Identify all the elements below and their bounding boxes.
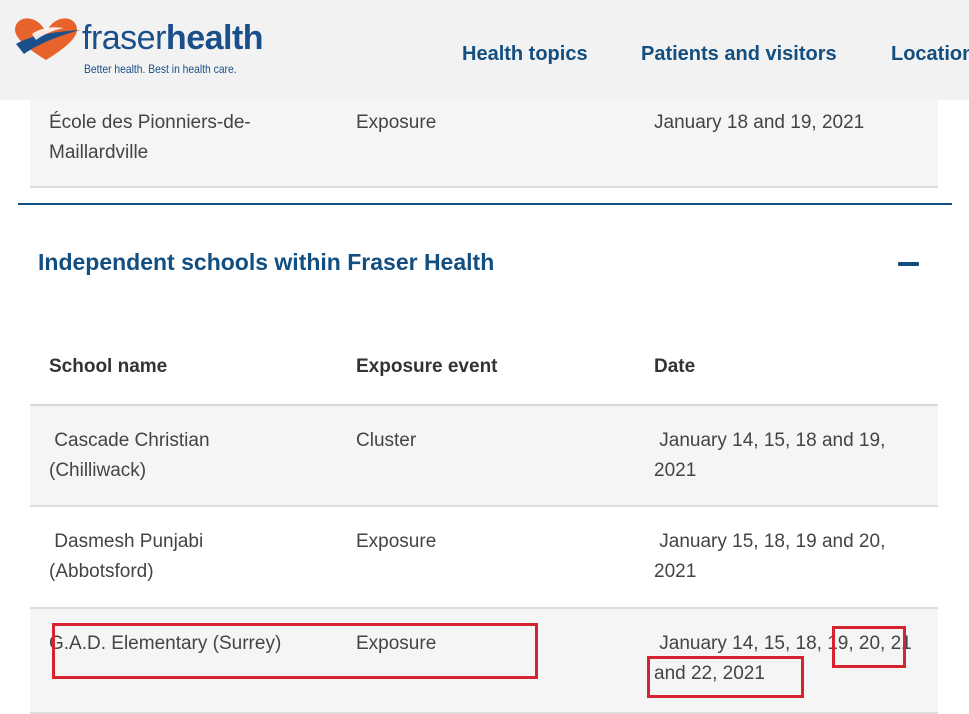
fraserhealth-logo[interactable]: fraserhealth Better health. Best in heal… [10, 12, 264, 82]
table-row: École des Pionniers-de-Maillardville Exp… [30, 100, 938, 188]
school-name-cell: G.A.D. Elementary (Surrey) [49, 633, 282, 654]
heart-logo-icon [15, 18, 80, 60]
exposure-event-cell: Exposure [356, 112, 437, 133]
school-name-cell: École des Pionniers-de-Maillardville [49, 112, 251, 163]
header-exposure-event: Exposure event [356, 356, 498, 377]
logo-word-health: health [165, 19, 264, 57]
section-divider [18, 203, 952, 205]
logo-word-fraser: fraser [82, 19, 166, 57]
logo-tagline: Better health. Best in health care. [84, 62, 237, 76]
minus-icon[interactable] [898, 262, 919, 266]
date-cell: January 18 and 19, 2021 [654, 112, 865, 133]
nav-health-topics[interactable]: Health topics [462, 43, 588, 65]
table-row: Cascade Christian (Chilliwack) Cluster J… [30, 406, 938, 507]
date-cell: January 14, 15, 18, 19, 20, 21 and 22, 2… [654, 633, 918, 684]
table-row: G.A.D. Elementary (Surrey) Exposure Janu… [30, 609, 938, 714]
nav-locations[interactable]: Locations [891, 43, 969, 65]
nav-patients-and-visitors[interactable]: Patients and visitors [641, 43, 837, 65]
table-row: Dasmesh Punjabi (Abbotsford) Exposure Ja… [30, 507, 938, 609]
header-date: Date [654, 356, 696, 377]
date-cell: January 14, 15, 18 and 19, 2021 [654, 430, 891, 481]
school-name-cell: Cascade Christian (Chilliwack) [49, 430, 215, 481]
school-name-cell: Dasmesh Punjabi (Abbotsford) [49, 531, 209, 582]
section-title[interactable]: Independent schools within Fraser Health [38, 249, 495, 275]
date-cell: January 15, 18, 19 and 20, 2021 [654, 531, 891, 582]
logo-wordmark: fraserhealth [82, 18, 264, 58]
site-header: fraserhealth Better health. Best in heal… [0, 0, 969, 100]
exposure-event-cell: Cluster [356, 430, 417, 451]
exposure-event-cell: Exposure [356, 633, 437, 654]
header-school-name: School name [49, 356, 168, 377]
exposure-event-cell: Exposure [356, 531, 437, 552]
table-header-row: School name Exposure event Date [30, 340, 938, 406]
